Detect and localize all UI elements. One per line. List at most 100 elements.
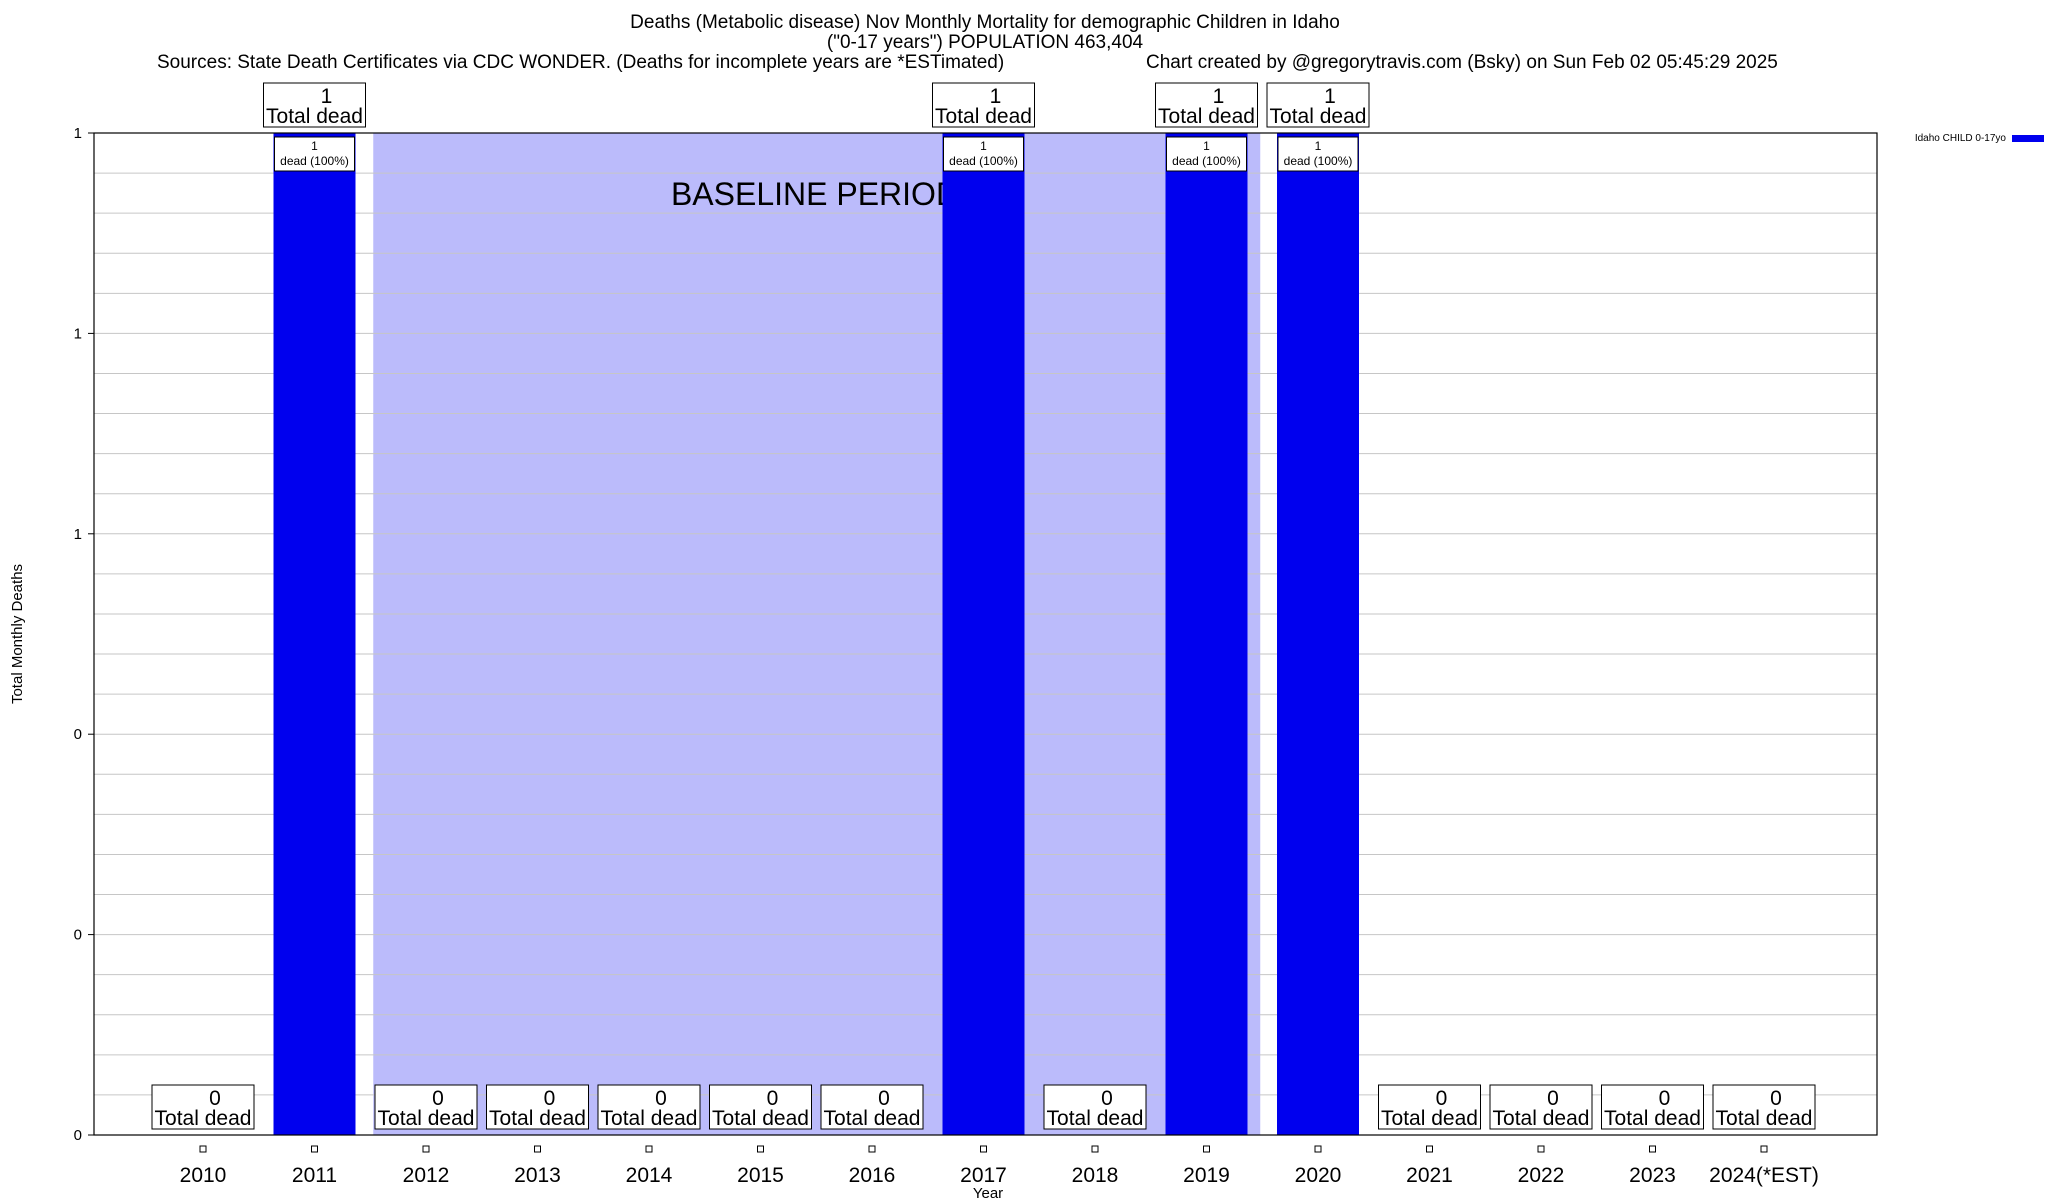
x-tick-label: 2014 <box>626 1164 673 1187</box>
total-count-label: 0 <box>1436 1087 1448 1110</box>
x-tick-label: 2022 <box>1518 1164 1565 1187</box>
total-label-box <box>820 1084 924 1130</box>
bar-count-label: 1 <box>1203 139 1210 153</box>
total-count-label: 0 <box>655 1087 667 1110</box>
total-caption-label: Total dead <box>1493 1107 1590 1130</box>
total-count-label: 0 <box>544 1087 556 1110</box>
y-tick-label: 0 <box>74 927 82 944</box>
total-caption-label: Total dead <box>1047 1107 1144 1130</box>
total-label-box <box>151 1084 255 1130</box>
bar <box>1277 133 1359 1135</box>
x-tick-label: 2019 <box>1183 1164 1230 1187</box>
bar-detail-label: dead (100%) <box>1284 154 1353 168</box>
total-label-box <box>1043 1084 1147 1130</box>
total-caption-label: Total dead <box>266 105 363 128</box>
x-tick-marker <box>1091 1145 1099 1153</box>
total-caption-label: Total dead <box>1158 105 1255 128</box>
total-count-label: 0 <box>432 1087 444 1110</box>
legend-swatch <box>2012 135 2044 142</box>
bar <box>1165 133 1248 1135</box>
total-caption-label: Total dead <box>712 1107 809 1130</box>
total-caption-label: Total dead <box>1270 105 1367 128</box>
x-tick-marker <box>645 1145 653 1153</box>
y-tick-label: 1 <box>74 125 82 142</box>
x-tick-marker <box>1426 1145 1433 1153</box>
bar-label-box <box>274 136 355 172</box>
total-label-box <box>932 82 1035 128</box>
total-count-label: 0 <box>1659 1087 1671 1110</box>
baseline-region <box>373 133 1261 1135</box>
y-tick-label: 0 <box>74 726 82 743</box>
x-tick-label: 2012 <box>403 1164 450 1187</box>
total-caption-label: Total dead <box>1381 1107 1478 1130</box>
x-tick-label: 2016 <box>849 1164 896 1187</box>
x-tick-label: 2018 <box>1072 1164 1119 1187</box>
total-count-label: 1 <box>990 85 1002 108</box>
x-tick-marker <box>868 1145 876 1153</box>
total-caption-label: Total dead <box>378 1107 475 1130</box>
bar-label-box <box>1166 136 1247 172</box>
x-tick-marker <box>1760 1145 1768 1153</box>
x-tick-marker <box>1314 1145 1322 1153</box>
chart-sources: Sources: State Death Certificates via CD… <box>157 52 1005 73</box>
bar-label-box <box>1277 136 1359 172</box>
total-count-label: 0 <box>1770 1087 1782 1110</box>
bar <box>942 133 1025 1135</box>
total-caption-label: Total dead <box>824 1107 921 1130</box>
x-tick-marker <box>1537 1145 1545 1153</box>
total-label-box <box>1601 1084 1704 1130</box>
x-tick-label: 2010 <box>180 1164 227 1187</box>
x-tick-label: 2017 <box>960 1164 1007 1187</box>
y-tick-label: 1 <box>74 325 82 342</box>
bar-detail-label: dead (100%) <box>949 154 1018 168</box>
total-label-box <box>1266 82 1370 128</box>
x-tick-label: 2024(*EST) <box>1709 1164 1819 1187</box>
y-axis-label: Total Monthly Deaths <box>9 564 26 704</box>
x-tick-marker <box>980 1145 987 1153</box>
total-count-label: 1 <box>1213 85 1225 108</box>
x-tick-marker <box>422 1145 430 1153</box>
total-label-box <box>1489 1084 1593 1130</box>
x-tick-label: 2013 <box>514 1164 561 1187</box>
bar-count-label: 1 <box>311 139 318 153</box>
total-count-label: 0 <box>878 1087 890 1110</box>
total-label-box <box>486 1084 589 1130</box>
y-tick-label: 1 <box>74 526 82 543</box>
total-label-box <box>1155 82 1258 128</box>
total-caption-label: Total dead <box>489 1107 586 1130</box>
bar-count-label: 1 <box>1315 139 1322 153</box>
x-tick-marker <box>1203 1145 1210 1153</box>
x-tick-label: 2023 <box>1629 1164 1676 1187</box>
bar-detail-label: dead (100%) <box>1172 154 1241 168</box>
total-caption-label: Total dead <box>1716 1107 1813 1130</box>
total-count-label: 1 <box>1324 85 1336 108</box>
bar-detail-label: dead (100%) <box>280 154 349 168</box>
total-count-label: 0 <box>1101 1087 1113 1110</box>
x-tick-label: 2015 <box>737 1164 784 1187</box>
y-tick-label: 0 <box>74 1127 82 1144</box>
total-label-box <box>1378 1084 1481 1130</box>
total-caption-label: Total dead <box>601 1107 698 1130</box>
total-label-box <box>374 1084 478 1130</box>
legend-label: Idaho CHILD 0-17yo <box>1915 133 2007 144</box>
total-label-box <box>263 82 366 128</box>
total-label-box <box>1712 1084 1816 1130</box>
chart-credit: Chart created by @gregorytravis.com (Bsk… <box>1146 52 1778 73</box>
plot-border <box>93 132 1878 1136</box>
x-tick-marker <box>199 1145 207 1153</box>
total-count-label: 0 <box>209 1087 221 1110</box>
x-tick-label: 2021 <box>1406 1164 1453 1187</box>
x-tick-marker <box>311 1145 318 1153</box>
total-label-box <box>597 1084 701 1130</box>
x-axis-label: Year <box>973 1185 1003 1200</box>
x-tick-label: 2020 <box>1295 1164 1342 1187</box>
x-tick-label: 2011 <box>292 1164 337 1187</box>
total-caption-label: Total dead <box>1604 1107 1701 1130</box>
baseline-label: BASELINE PERIOD <box>671 176 959 212</box>
total-count-label: 0 <box>1547 1087 1559 1110</box>
bar-count-label: 1 <box>980 139 987 153</box>
x-tick-marker <box>1649 1145 1656 1153</box>
total-caption-label: Total dead <box>935 105 1032 128</box>
total-label-box <box>709 1084 812 1130</box>
